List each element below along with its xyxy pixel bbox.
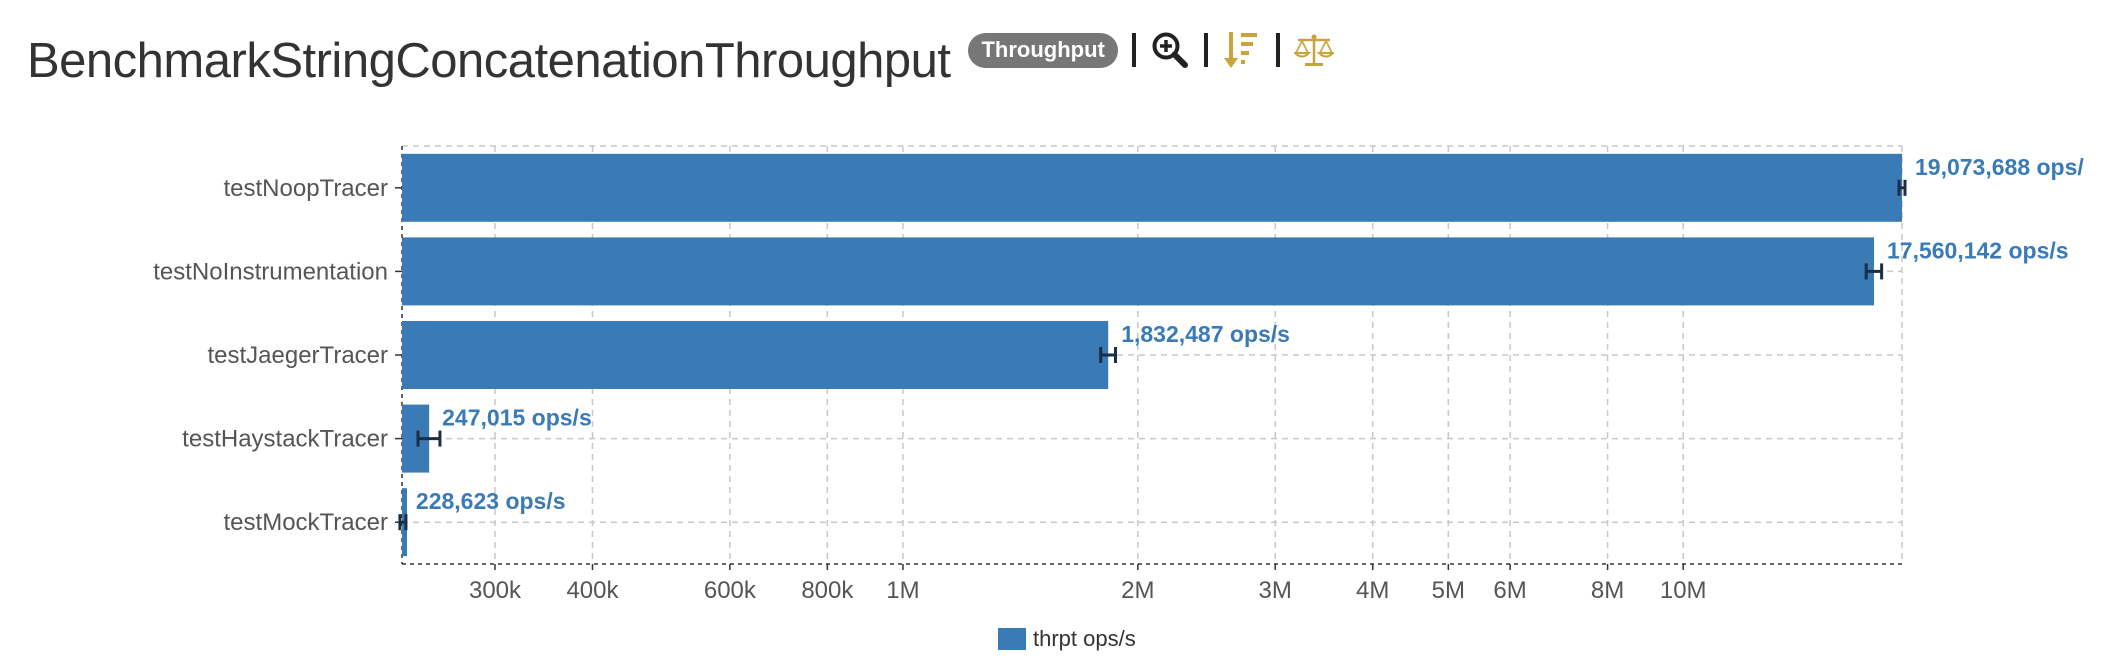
category-label: testMockTracer (224, 509, 388, 536)
bar (402, 321, 1109, 389)
page-title: BenchmarkStringConcatenationThroughput (27, 34, 951, 88)
category-label: testNoopTracer (223, 175, 388, 202)
data-label: 17,560,142 ops/s (1887, 237, 2069, 263)
data-label: 228,623 ops/s (416, 488, 566, 514)
category-label: testHaystackTracer (182, 426, 388, 453)
bar (402, 153, 1902, 222)
x-tick-label: 5M (1432, 577, 1465, 604)
data-label: 1,832,487 ops/s (1121, 321, 1290, 347)
x-tick-label: 3M (1259, 577, 1292, 604)
chart-header: BenchmarkStringConcatenationThroughput T… (27, 26, 1334, 96)
x-tick-label: 4M (1356, 577, 1389, 604)
toolbar-divider (1203, 33, 1208, 67)
legend-swatch (998, 628, 1026, 650)
x-tick-label: 800k (801, 577, 854, 604)
toolbar-divider (1275, 33, 1280, 67)
x-tick-label: 600k (704, 577, 757, 604)
chart-legend[interactable]: thrpt ops/s (998, 626, 1136, 652)
bar (402, 237, 1874, 306)
balance-scale-icon[interactable] (1293, 30, 1334, 70)
category-label: testJaegerTracer (207, 342, 388, 369)
x-tick-label: 10M (1660, 577, 1707, 604)
data-label: 19,073,688 ops/ (1915, 154, 2084, 180)
x-tick-label: 6M (1493, 577, 1526, 604)
sort-descending-icon[interactable] (1222, 30, 1262, 70)
x-tick-label: 2M (1121, 577, 1154, 604)
category-label: testNoInstrumentation (153, 258, 388, 285)
zoom-in-icon[interactable] (1150, 30, 1190, 70)
x-tick-label: 300k (469, 577, 522, 604)
legend-label: thrpt ops/s (1033, 626, 1136, 651)
toolbar-divider (1131, 33, 1136, 67)
bar-chart: 300k 400k 600k 800k 1M 2M 3M 4M 5M 6M 8M 10M testNoo… (153, 145, 2084, 604)
x-tick-label: 1M (886, 577, 919, 604)
x-tick-label: 8M (1591, 577, 1624, 604)
mode-badge[interactable]: Throughput (968, 32, 1118, 68)
data-label: 247,015 ops/s (442, 405, 592, 431)
x-tick-label: 400k (566, 577, 619, 604)
